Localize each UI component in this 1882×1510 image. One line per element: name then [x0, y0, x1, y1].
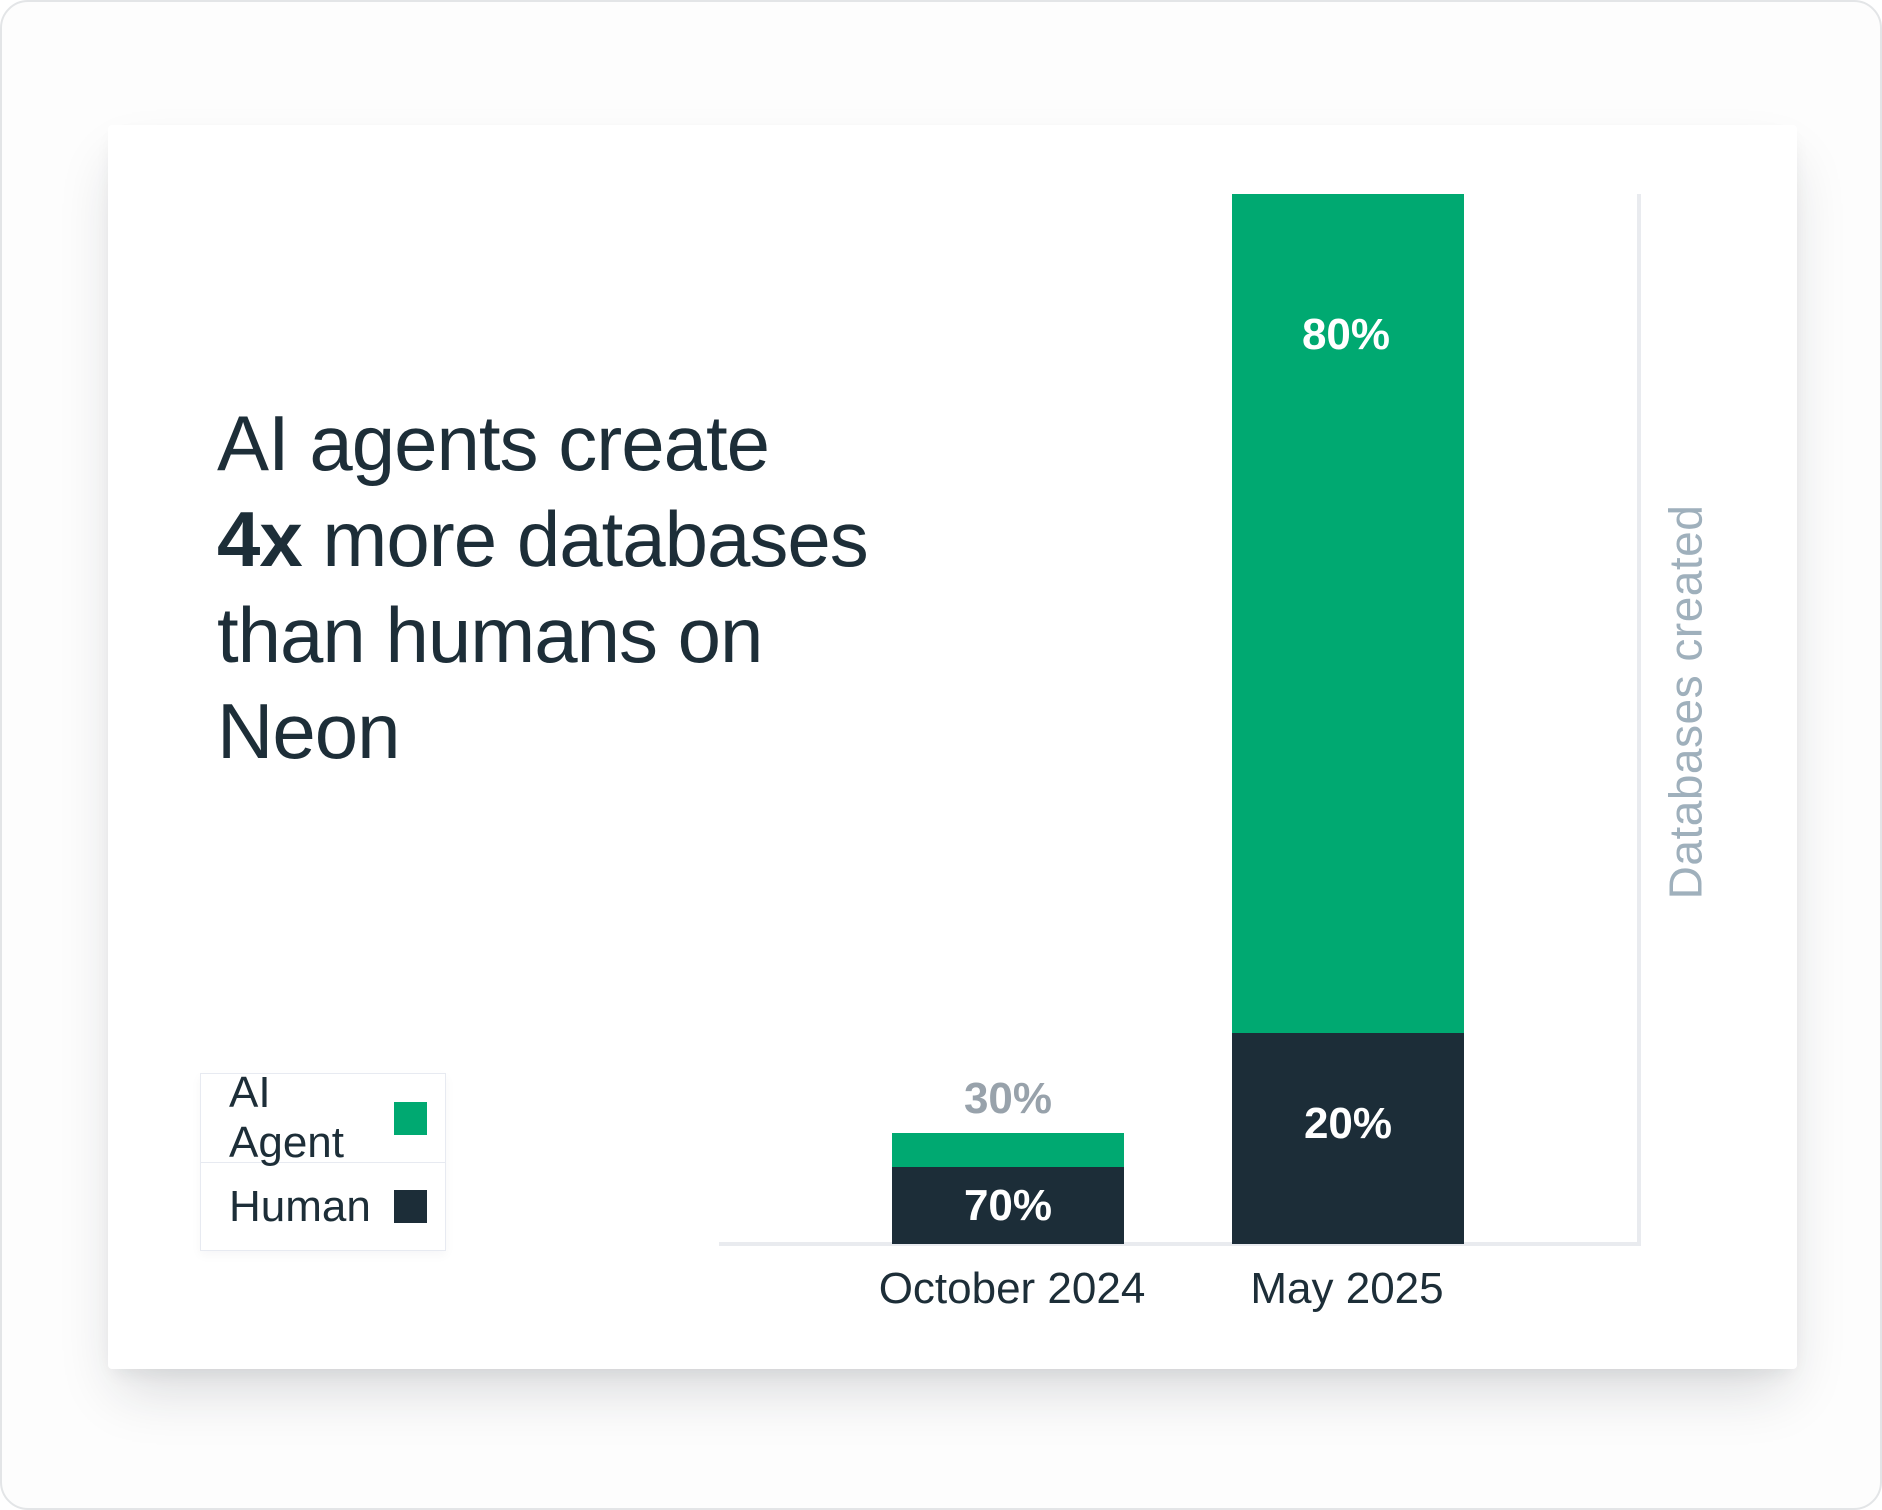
x-label-may-2025: May 2025 [1250, 1264, 1444, 1313]
y-axis-title-text: Databases created [1659, 504, 1712, 900]
legend-item-ai-agent: AI Agent [201, 1068, 445, 1167]
legend-label-human: Human [229, 1181, 371, 1231]
legend-label-ai-agent: AI Agent [229, 1068, 344, 1167]
bar-october-human-segment [892, 1167, 1124, 1244]
human-color-swatch-icon [394, 1190, 427, 1223]
value-label-october-ai-agent: 30% [963, 1074, 1053, 1123]
y-axis-line [1637, 194, 1641, 1246]
bar-october-ai-agent-segment [892, 1133, 1124, 1167]
headline-line2-rest: more databases [301, 495, 868, 583]
bar-may-human-segment [1232, 1033, 1464, 1244]
bar-may-ai-agent-segment [1232, 194, 1464, 1033]
legend-item-human: Human [201, 1162, 445, 1250]
chart-card: AI agents create 4x more databases than … [108, 125, 1797, 1369]
headline-line1: AI agents create [217, 399, 770, 487]
value-label-october-human: 70% [963, 1181, 1053, 1230]
ai-agent-color-swatch-icon [394, 1101, 427, 1135]
headline-line3: than humans on [217, 591, 763, 679]
value-label-may-human: 20% [1303, 1099, 1393, 1148]
x-label-october-2024: October 2024 [878, 1264, 1146, 1313]
value-label-may-ai-agent: 80% [1301, 310, 1391, 359]
x-axis-line [719, 1242, 1641, 1246]
headline-bold-4x: 4x [217, 495, 303, 583]
headline-line4: Neon [217, 687, 400, 775]
legend: AI Agent Human [200, 1068, 446, 1251]
headline: AI agents create 4x more databases than … [217, 395, 1057, 779]
